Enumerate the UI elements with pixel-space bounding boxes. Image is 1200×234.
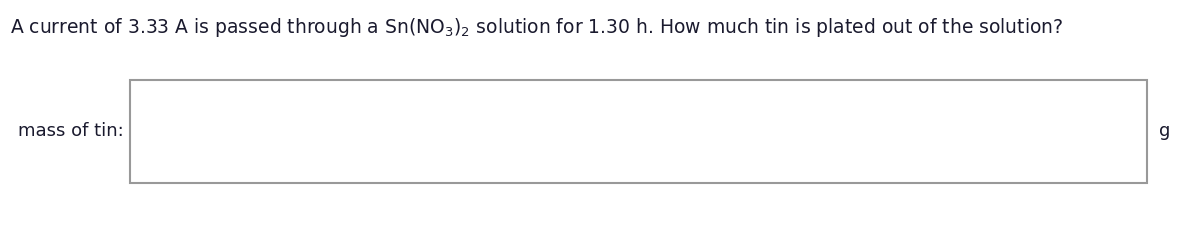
FancyBboxPatch shape [130,80,1147,183]
Text: A current of 3.33 A is passed through a Sn(NO$_3$)$_2$ solution for 1.30 h. How : A current of 3.33 A is passed through a … [10,16,1063,39]
Text: g: g [1159,122,1170,140]
Text: mass of tin:: mass of tin: [18,122,124,140]
